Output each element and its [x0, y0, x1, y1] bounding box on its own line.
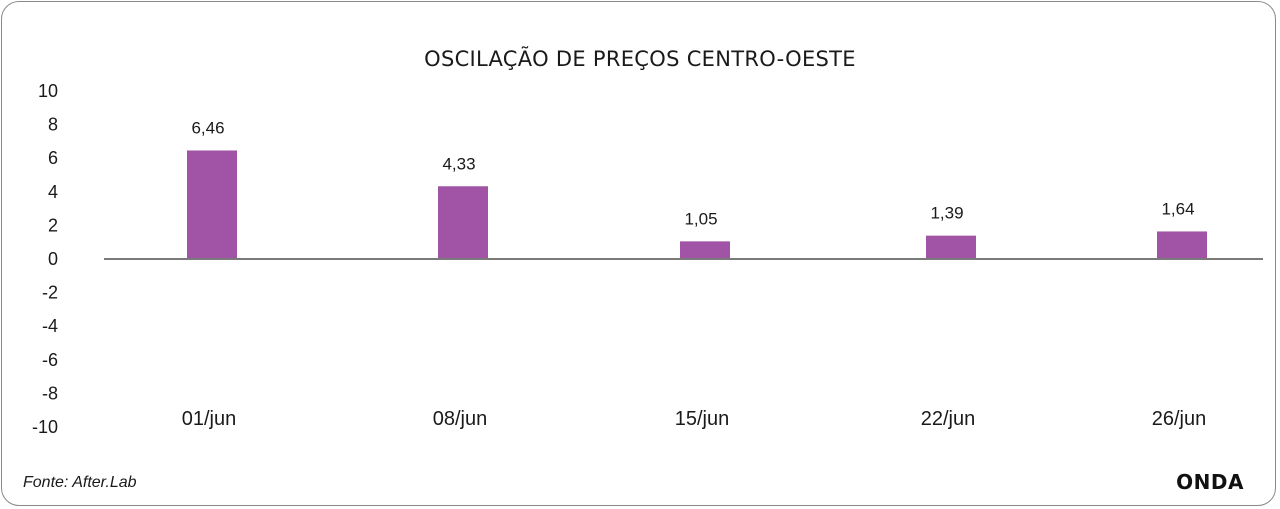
- category-label: 15/jun: [675, 408, 730, 430]
- category-label: 26/jun: [1152, 408, 1207, 430]
- source-note: Fonte: After.Lab: [23, 474, 137, 491]
- y-tick-label: 2: [48, 215, 58, 235]
- y-tick-label: -4: [42, 316, 58, 336]
- bar-15-jun: [680, 241, 730, 259]
- data-label: 1,05: [684, 209, 717, 228]
- data-labels: 6,46 4,33 1,05 1,39 1,64: [191, 118, 1194, 228]
- data-label: 1,64: [1161, 199, 1194, 218]
- y-tick-label: -6: [42, 350, 58, 370]
- bars: [187, 150, 1207, 259]
- category-labels: 01/jun 08/jun 15/jun 22/jun 26/jun: [182, 408, 1207, 430]
- y-tick-label: -10: [32, 417, 58, 437]
- y-tick-label: 8: [48, 115, 58, 135]
- category-label: 22/jun: [921, 408, 976, 430]
- bar-08-jun: [438, 186, 488, 259]
- y-tick-label: -2: [42, 283, 58, 303]
- y-tick-label: 4: [48, 182, 58, 202]
- y-tick-label: 0: [48, 249, 58, 269]
- category-label: 08/jun: [433, 408, 488, 430]
- data-label: 4,33: [442, 154, 475, 173]
- chart-title: OSCILAÇÃO DE PREÇOS CENTRO-OESTE: [424, 45, 856, 71]
- category-label: 01/jun: [182, 408, 237, 430]
- data-label: 6,46: [191, 118, 224, 137]
- y-tick-label: 10: [38, 81, 58, 101]
- bar-26-jun: [1157, 231, 1207, 259]
- y-tick-label: -8: [42, 383, 58, 403]
- y-tick-label: 6: [48, 148, 58, 168]
- bar-01-jun: [187, 150, 237, 259]
- brand-logo: ONDA: [1176, 470, 1244, 494]
- y-axis-tick-labels: 10 8 6 4 2 0 -2 -4 -6 -8 -10: [32, 81, 58, 437]
- bar-22-jun: [926, 235, 976, 259]
- data-label: 1,39: [930, 204, 963, 223]
